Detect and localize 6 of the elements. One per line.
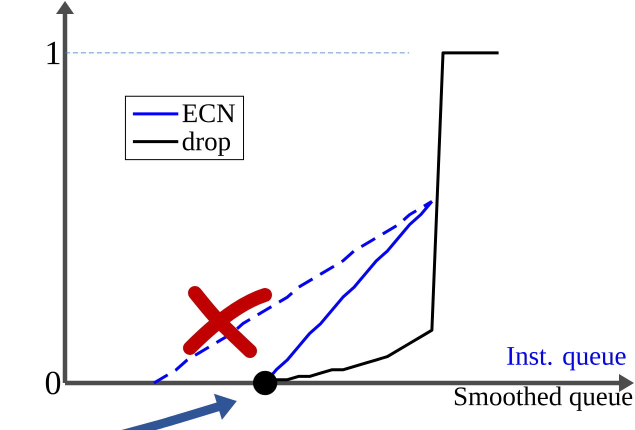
y-tick-label: 1 — [48, 42, 60, 64]
text: Inst. queue — [507, 347, 626, 370]
legend-label: ECN — [182, 104, 235, 122]
y-tick-label: 0 — [46, 372, 60, 394]
x-axis-title: Smoothed queue — [454, 386, 632, 411]
legend-label: drop — [182, 132, 230, 156]
